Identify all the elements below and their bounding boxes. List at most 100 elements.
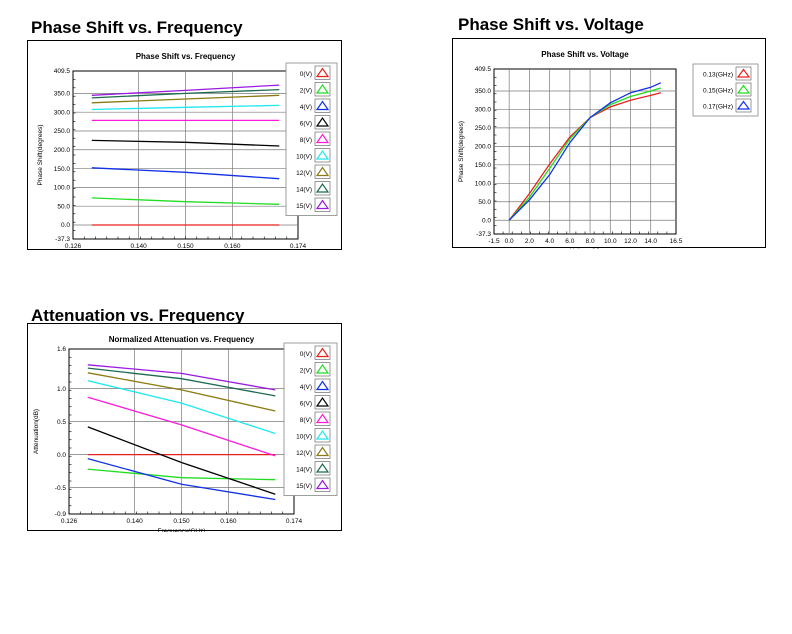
legend-label: 14(V) [296,186,312,193]
series-line [87,426,276,495]
y-tick-label: 150.0 [54,166,71,173]
series-line [87,380,276,435]
legend-swatch-mark [315,429,330,440]
legend-swatch-mark [315,396,330,407]
y-axis-label: Phase Shift(degrees) [458,121,465,182]
legend-swatch-mark [315,67,330,78]
legend-swatch-mark [315,446,330,457]
y-tick-label: 100.0 [475,180,492,187]
chart-panel-attenuation-frequency: Normalized Attenuation vs. Frequency 0.12… [27,323,342,532]
y-tick-label: -0.5 [55,485,67,492]
y-tick-label: 250.0 [475,125,492,132]
y-tick-label: 0.0 [61,222,70,229]
legend-swatch-mark [315,149,330,160]
x-tick-label: 14.0 [644,238,657,245]
y-tick-label: 350.0 [475,88,492,95]
legend-label: 0.13(GHz) [703,72,733,79]
legend-swatch-mark [315,413,330,424]
x-tick-label: 8.0 [586,238,595,245]
series-line [91,197,280,205]
legend-label: 4(V) [300,384,312,391]
series-line [87,367,276,397]
x-tick-label: 10.0 [604,238,617,245]
legend-swatch-mark [315,116,330,127]
x-tick-label: 2.0 [525,238,534,245]
x-tick-label: 6.0 [565,238,574,245]
x-axis-label: Frequency(GHz) [157,528,205,532]
y-tick-label: 150.0 [475,162,492,169]
legend-swatch-mark [315,479,330,490]
y-axis-label: Phase Shift(degrees) [37,124,44,185]
y-tick-label: -37.3 [55,236,70,243]
x-axis-label: Voltage(V) [570,248,600,249]
legend-label: 12(V) [296,170,312,177]
x-tick-label: 0.150 [177,243,194,250]
x-tick-label: 0.140 [130,243,147,250]
series-line [91,84,280,96]
legend-label: 10(V) [296,153,312,160]
series-line [91,167,280,180]
legend-label: 2(V) [300,87,312,94]
x-tick-label: 0.126 [65,243,82,250]
y-tick-label: 200.0 [475,144,492,151]
y-tick-label: 0.5 [57,419,66,426]
legend-label: 0.15(GHz) [703,88,733,95]
y-tick-label: -0.9 [55,511,67,518]
section-title-attenuation-frequency: Attenuation vs. Frequency [31,306,245,325]
series-line [91,94,280,104]
y-tick-label: 300.0 [54,109,71,116]
legend-swatch-mark [736,68,751,78]
legend-label: 10(V) [296,433,312,440]
legend-swatch-mark [315,133,330,144]
y-tick-label: 50.0 [57,203,70,210]
legend-label: 15(V) [296,483,312,490]
chart-normalized-attenuation-vs-frequency: Normalized Attenuation vs. Frequency 0.12… [33,335,338,532]
legend-label: 8(V) [300,137,312,144]
legend-label: 8(V) [300,417,312,424]
series-line [87,396,276,457]
x-tick-label: 0.0 [505,238,514,245]
y-tick-label: 1.6 [57,346,66,353]
series-line [91,104,280,111]
chart-panel-phase-frequency: Phase Shift vs. Frequency 0.126 0.140 0.150… [27,40,342,250]
x-tick-label: 16.5 [670,238,683,245]
legend-swatch-mark [736,100,751,110]
y-tick-label: 409.5 [54,68,71,75]
series-line [87,372,276,412]
legend-swatch-mark [315,100,330,111]
x-tick-label: 12.0 [624,238,637,245]
y-tick-label: 200.0 [54,147,71,154]
chart-title: Phase Shift vs. Voltage [541,50,629,59]
y-tick-label: 250.0 [54,128,71,135]
y-tick-label: 350.0 [54,91,71,98]
series-line [508,82,662,221]
y-tick-label: 409.5 [475,66,492,73]
series-line [87,468,276,481]
x-tick-label: -1.5 [488,238,500,245]
series-line [87,364,276,391]
chart-title: Normalized Attenuation vs. Frequency [109,335,255,344]
chart-phase-shift-vs-frequency: Phase Shift vs. Frequency 0.126 0.140 0.150… [37,52,338,250]
y-tick-label: 1.0 [57,386,66,393]
legend-label: 14(V) [296,466,312,473]
series-line [91,88,280,99]
legend-label: 2(V) [300,367,312,374]
section-title-phase-frequency: Phase Shift vs. Frequency [31,18,243,37]
x-tick-label: 0.140 [126,518,143,525]
legend-swatch-mark [315,363,330,374]
legend-label: 4(V) [300,104,312,111]
legend-swatch-mark [315,83,330,94]
x-tick-label: 0.174 [290,243,307,250]
legend-swatch-mark [315,199,330,210]
section-title-phase-voltage: Phase Shift vs. Voltage [458,15,644,34]
y-tick-label: 0.0 [57,452,66,459]
legend-swatch-mark [315,182,330,193]
legend-swatch-mark [315,347,330,358]
x-tick-label: 0.160 [220,518,237,525]
series-line [91,139,280,147]
plot-area [493,68,677,235]
x-tick-label: 4.0 [545,238,554,245]
chart-phase-shift-vs-voltage: Phase Shift vs. Voltage -1.5 0.0 2.0 4.0 6.0 8… [458,50,759,249]
x-tick-label: 0.160 [224,243,241,250]
y-tick-label: 0.0 [482,217,491,224]
